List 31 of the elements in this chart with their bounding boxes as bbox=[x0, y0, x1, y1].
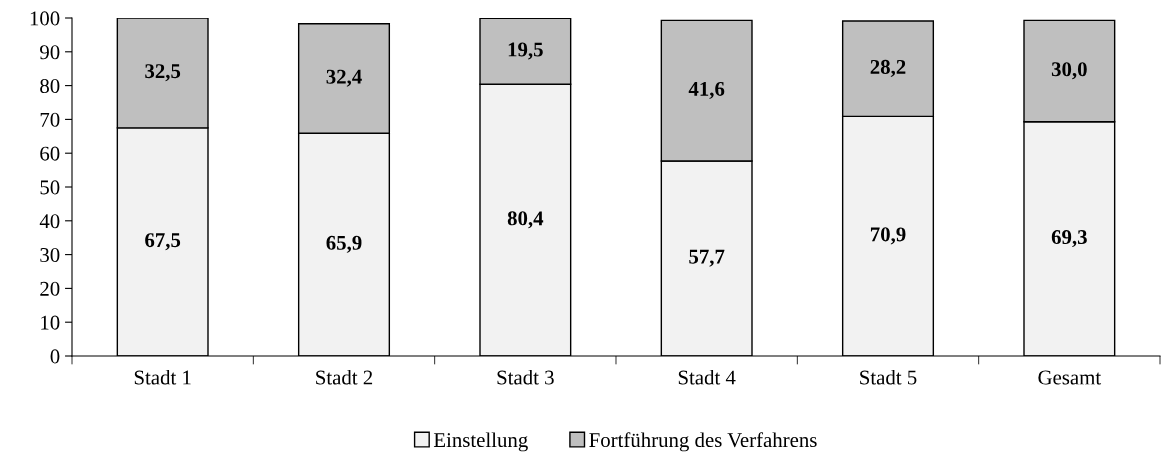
x-tick-label: Gesamt bbox=[1038, 370, 1102, 385]
x-tick-label: Stadt 4 bbox=[678, 369, 736, 385]
x-tick-label: Stadt 5 bbox=[860, 369, 917, 385]
y-tick-label: 30 bbox=[40, 247, 60, 263]
data-label: 57,7 bbox=[689, 249, 725, 267]
data-label: 28,2 bbox=[870, 59, 906, 77]
y-tick-label: 60 bbox=[40, 146, 60, 161]
data-label: 19,5 bbox=[508, 42, 543, 60]
x-tick-label: Stadt 2 bbox=[316, 369, 373, 385]
data-label: 41,6 bbox=[688, 81, 725, 99]
data-label: 32,5 bbox=[145, 64, 181, 82]
data-label: 80,4 bbox=[507, 211, 544, 229]
data-label: 32,4 bbox=[326, 69, 362, 87]
y-tick-label: 0 bbox=[50, 349, 60, 364]
y-tick-label: 50 bbox=[40, 180, 60, 195]
data-label: 65,9 bbox=[326, 235, 362, 253]
y-tick-label: 10 bbox=[41, 315, 60, 330]
y-tick-label: 20 bbox=[40, 281, 60, 296]
x-tick-label: Stadt 3 bbox=[497, 369, 554, 385]
y-tick-label: 70 bbox=[40, 112, 60, 127]
y-tick-label: 100 bbox=[30, 11, 60, 26]
legend-label: Fortführung des Verfahrens bbox=[589, 432, 817, 452]
data-label: 30,0 bbox=[1051, 62, 1087, 80]
y-tick-label: 90 bbox=[40, 45, 60, 60]
y-tick-label: 40 bbox=[39, 214, 60, 229]
legend-label: Einstellung bbox=[433, 432, 528, 452]
x-tick-label: Stadt 1 bbox=[134, 369, 191, 385]
data-label: 67,5 bbox=[145, 233, 181, 251]
data-label: 69,3 bbox=[1051, 230, 1087, 248]
y-tick-label: 80 bbox=[40, 78, 60, 94]
data-label: 70,9 bbox=[870, 227, 906, 245]
